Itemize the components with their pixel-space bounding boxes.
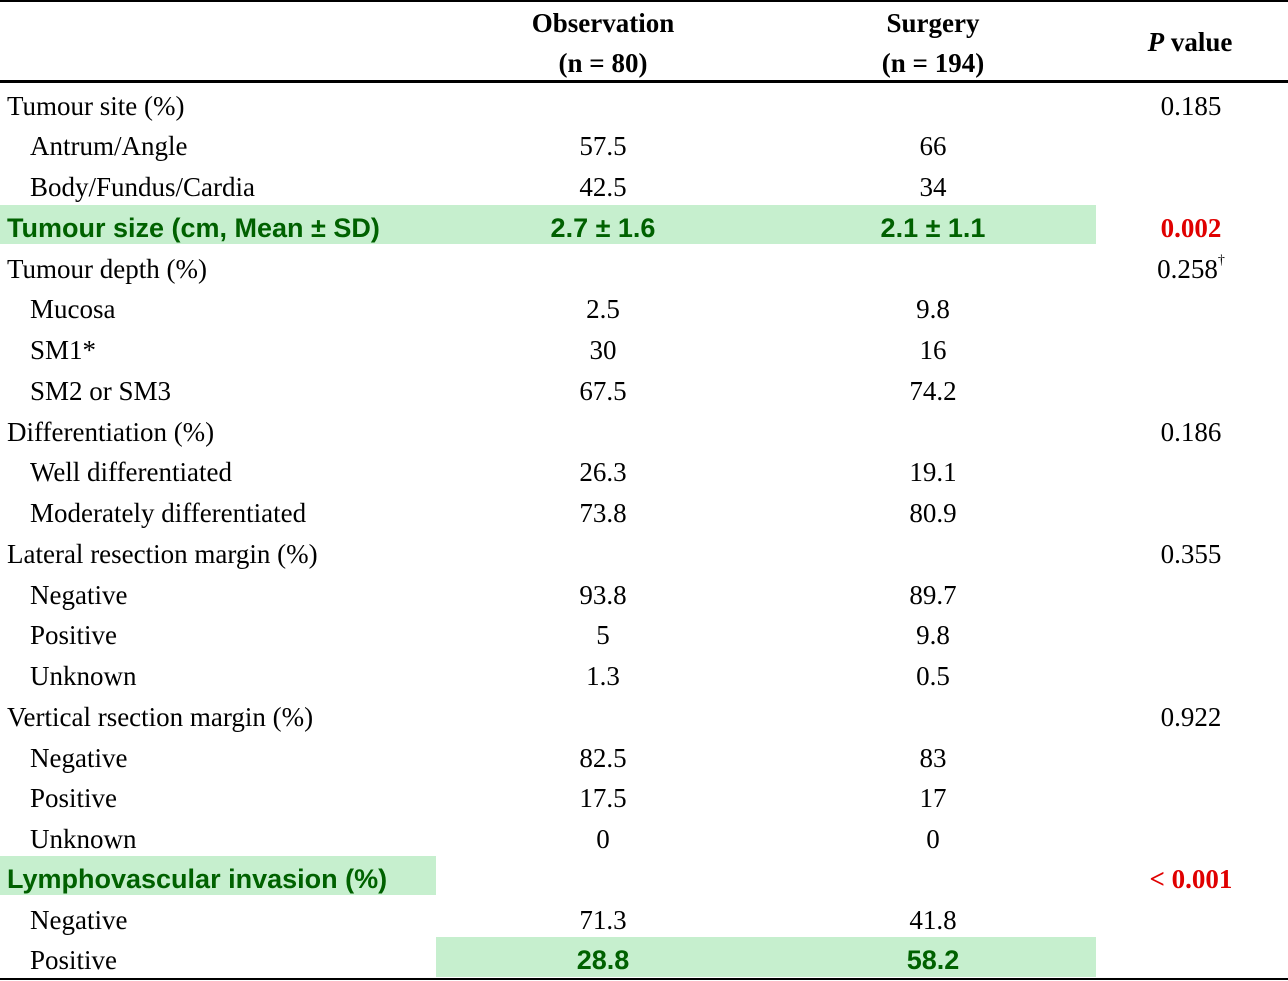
row-p-value: 0.185 xyxy=(1160,91,1222,121)
row-label: Negative xyxy=(30,580,128,610)
row-observation: 73.8 xyxy=(579,498,627,528)
table-row: Negative 93.8 89.7 xyxy=(0,575,1288,615)
row-observation: 67.5 xyxy=(579,376,627,406)
row-label: Moderately differentiated xyxy=(30,498,307,528)
row-surgery: 58.2 xyxy=(906,945,960,975)
row-observation: 82.5 xyxy=(579,743,627,773)
table-row: Moderately differentiated 73.8 80.9 xyxy=(0,493,1288,533)
table-row: Lateral resection margin (%) 0.355 xyxy=(0,534,1288,574)
row-label: Vertical rsection margin (%) xyxy=(7,702,314,732)
row-surgery: 89.7 xyxy=(909,580,957,610)
table-row: Positive 28.8 58.2 xyxy=(0,940,1288,980)
table-row: Negative 82.5 83 xyxy=(0,738,1288,778)
row-surgery: 66 xyxy=(919,131,947,161)
row-surgery: 19.1 xyxy=(909,457,957,487)
table-row-highlighted: Tumour size (cm, Mean ± SD) 2.7 ± 1.6 2.… xyxy=(0,208,1288,248)
header-p-value: P value xyxy=(1147,27,1233,57)
row-observation: 28.8 xyxy=(576,945,630,975)
row-p-value: 0.922 xyxy=(1160,702,1222,732)
table-row: Vertical rsection margin (%) 0.922 xyxy=(0,697,1288,737)
row-surgery: 41.8 xyxy=(909,905,957,935)
row-p-value: 0.186 xyxy=(1160,417,1222,447)
row-label: Lateral resection margin (%) xyxy=(7,539,318,569)
table-top-rule xyxy=(0,0,1288,2)
table-row: Negative 71.3 41.8 xyxy=(0,900,1288,940)
header-surgery: Surgery (n = 194) xyxy=(881,8,985,78)
row-surgery: 74.2 xyxy=(909,376,957,406)
row-observation: 93.8 xyxy=(579,580,627,610)
row-surgery: 16 xyxy=(919,335,947,365)
lvi-positive-highlight xyxy=(436,937,1096,977)
table-row: Unknown 0 0 xyxy=(0,819,1288,859)
row-label: SM1* xyxy=(30,335,97,365)
table-row: SM2 or SM3 67.5 74.2 xyxy=(0,371,1288,411)
row-label: Mucosa xyxy=(30,294,116,324)
row-label: Unknown xyxy=(30,824,137,854)
header-divider-rule xyxy=(0,80,1288,83)
table-row: SM1* 30 16 xyxy=(0,330,1288,370)
row-surgery: 83 xyxy=(919,743,947,773)
row-label: Tumour depth (%) xyxy=(7,254,207,284)
row-observation: 42.5 xyxy=(579,172,627,202)
row-surgery: 9.8 xyxy=(916,294,950,324)
table-row: Well differentiated 26.3 19.1 xyxy=(0,452,1288,492)
row-p-value: 0.355 xyxy=(1160,539,1222,569)
lvi-label-highlight xyxy=(0,856,436,895)
dagger-footnote-mark: † xyxy=(1217,253,1225,268)
row-observation: 2.5 xyxy=(586,294,620,324)
row-label: Body/Fundus/Cardia xyxy=(30,172,256,202)
row-label: Positive xyxy=(30,620,118,650)
row-label: Well differentiated xyxy=(30,457,232,487)
table-row: Tumour site (%) 0.185 xyxy=(0,86,1288,126)
row-p-value-significant: < 0.001 xyxy=(1149,864,1233,894)
table-bottom-rule xyxy=(0,978,1288,980)
table-row: Antrum/Angle 57.5 66 xyxy=(0,126,1288,166)
row-observation: 17.5 xyxy=(579,783,627,813)
row-label: Antrum/Angle xyxy=(30,131,188,161)
table-row-highlighted: Lymphovascular invasion (%) < 0.001 xyxy=(0,859,1288,899)
row-observation: 57.5 xyxy=(579,131,627,161)
table-row: Positive 17.5 17 xyxy=(0,778,1288,818)
row-surgery: 34 xyxy=(919,172,947,202)
row-label: Unknown xyxy=(30,661,137,691)
row-label: Negative xyxy=(30,905,128,935)
table-row: Unknown 1.3 0.5 xyxy=(0,656,1288,696)
row-surgery: 2.1 ± 1.1 xyxy=(880,213,986,243)
row-label: Positive xyxy=(30,783,118,813)
row-label: Tumour size (cm, Mean ± SD) xyxy=(7,213,380,243)
row-label: Negative xyxy=(30,743,128,773)
row-surgery: 80.9 xyxy=(909,498,957,528)
tumour-size-highlight xyxy=(0,205,1096,244)
table-row: Positive 5 9.8 xyxy=(0,615,1288,655)
table-row: Tumour depth (%) 0.258† xyxy=(0,249,1288,289)
row-observation: 2.7 ± 1.6 xyxy=(550,213,656,243)
table-row: Body/Fundus/Cardia 42.5 34 xyxy=(0,167,1288,207)
row-surgery: 0 xyxy=(926,824,940,854)
row-surgery: 9.8 xyxy=(916,620,950,650)
row-p-value-significant: 0.002 xyxy=(1160,213,1222,243)
table-row: Mucosa 2.5 9.8 xyxy=(0,289,1288,329)
header-observation: Observation (n = 80) xyxy=(531,8,675,78)
row-p-value: 0.258† xyxy=(1157,253,1225,285)
row-surgery: 17 xyxy=(919,783,947,813)
row-observation: 1.3 xyxy=(586,661,620,691)
row-label: Differentiation (%) xyxy=(7,417,215,447)
row-label: Lymphovascular invasion (%) xyxy=(7,864,388,894)
row-label: SM2 or SM3 xyxy=(30,376,172,406)
row-observation: 71.3 xyxy=(579,905,627,935)
row-observation: 26.3 xyxy=(579,457,627,487)
row-surgery: 0.5 xyxy=(916,661,950,691)
row-label: Positive xyxy=(30,945,118,975)
row-label: Tumour site (%) xyxy=(7,91,185,121)
table-row: Differentiation (%) 0.186 xyxy=(0,412,1288,452)
row-observation: 0 xyxy=(596,824,610,854)
row-observation: 5 xyxy=(596,620,610,650)
row-observation: 30 xyxy=(589,335,617,365)
